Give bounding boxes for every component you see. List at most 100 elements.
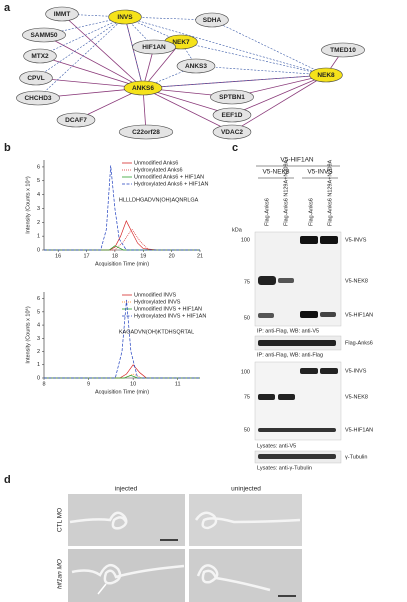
node (176, 58, 216, 74)
x-tick-label: 21 (197, 253, 203, 259)
band (320, 236, 338, 244)
series-line (44, 220, 200, 251)
y-tick-label: 0 (37, 375, 40, 381)
embryo (71, 563, 185, 585)
x-tick-label: 17 (83, 253, 89, 259)
edge (43, 34, 144, 89)
panel-label: c (232, 142, 238, 154)
x-axis-label: Acquisition Time (min) (95, 261, 149, 267)
y-tick-label: 3 (37, 206, 40, 212)
edge (211, 19, 327, 76)
edge (195, 65, 327, 76)
micrographs: injected uninjected CTL MO hif1an MO (57, 486, 302, 602)
kda-marker: 50 (244, 427, 250, 433)
annotation: HLLLDHGADVN(OH)AQNRLGA (119, 197, 199, 203)
micrograph (189, 549, 302, 602)
node (23, 48, 57, 64)
node (22, 27, 66, 43)
y-tick-label: 4 (37, 192, 40, 198)
network: IMMT INVS SDHA SAMM50 NEK7 TMED10 HIF1AN MTX2 AN… (16, 6, 365, 140)
band-label: V5-HIF1AN (345, 427, 373, 433)
node (108, 9, 142, 25)
node-label: CHCHD3 (24, 95, 51, 102)
node (118, 124, 174, 140)
legend-label: Unmodified INVS + HIF1AN (134, 306, 202, 312)
node-label: ANKS3 (185, 63, 207, 70)
y-tick-label: 2 (37, 349, 40, 355)
band (300, 368, 318, 374)
band-label: V5-INVS (345, 237, 367, 243)
embryo (69, 511, 128, 530)
node (56, 112, 96, 128)
legend-label: Hydroxylated Anks6 + HIF1AN (134, 181, 208, 187)
node-label: NEK7 (172, 39, 190, 46)
x-tick-label: 19 (140, 253, 146, 259)
node-label: EEF1D (222, 112, 243, 119)
edge (142, 41, 182, 89)
lane-label: Flag-Anks6 (264, 198, 270, 226)
embryo (196, 564, 271, 592)
band (300, 236, 318, 244)
band (320, 312, 336, 317)
band-label: V5-INVS (345, 368, 367, 374)
node-label: IMMT (54, 11, 71, 18)
blot-caption: IP: anti-Flag, WB: anti-Flag (257, 352, 323, 358)
node-label: VDAC2 (221, 129, 243, 136)
edge (180, 41, 327, 76)
legend-label: Unmodified INVS (134, 292, 177, 298)
y-tick-label: 3 (37, 336, 40, 342)
edge (61, 13, 144, 89)
kda-marker: 100 (241, 369, 250, 375)
column-label: injected (115, 486, 138, 493)
panel-label: d (4, 474, 11, 486)
series-line (44, 245, 200, 251)
embryo (194, 511, 301, 530)
node-label: DCAF7 (65, 117, 87, 124)
band (258, 340, 336, 346)
node (212, 124, 252, 140)
arrow (97, 583, 107, 595)
node (132, 39, 176, 55)
y-axis-label: Intensity (Counts x 10⁴) (24, 176, 31, 234)
edge (35, 16, 126, 79)
lane-label: Flag-Anks6 (308, 198, 314, 226)
legend-label: Unmodified Anks6 + HIF1AN (134, 174, 204, 180)
edge (124, 16, 144, 89)
x-tick-label: 16 (55, 253, 61, 259)
band (258, 276, 276, 285)
node (45, 6, 79, 22)
y-tick-label: 1 (37, 362, 40, 368)
blot-group: V5-INVS (307, 169, 333, 176)
node-label: C22orf28 (132, 129, 160, 136)
y-tick-label: 5 (37, 309, 40, 315)
band-label: Flag-Anks6 (345, 340, 373, 346)
series-line (44, 373, 200, 379)
kda-marker: 75 (244, 394, 250, 400)
node (19, 70, 53, 86)
edge (39, 16, 126, 57)
edge (39, 55, 144, 89)
series-line (44, 165, 200, 251)
node (321, 42, 365, 58)
band (278, 394, 295, 400)
annotation: KAGADVN(OH)KTDHSQRTAL (119, 329, 194, 335)
band (278, 278, 294, 283)
node-label: TMED10 (330, 47, 356, 54)
node-label: ANKS6 (132, 85, 154, 92)
y-tick-label: 6 (37, 164, 40, 170)
node (210, 89, 254, 105)
series-line (44, 364, 200, 379)
node-label: MTX2 (31, 53, 49, 60)
kda-marker: 50 (244, 315, 250, 321)
node-label: INVS (117, 14, 133, 21)
x-tick-label: 8 (42, 381, 45, 387)
band (320, 368, 338, 374)
node-label: NEK8 (317, 72, 335, 79)
kda-marker: 100 (241, 237, 250, 243)
legend-label: Hydroxylated INVS + HIF1AN (134, 313, 206, 319)
node (123, 80, 163, 96)
band (258, 454, 336, 459)
node (16, 90, 60, 106)
